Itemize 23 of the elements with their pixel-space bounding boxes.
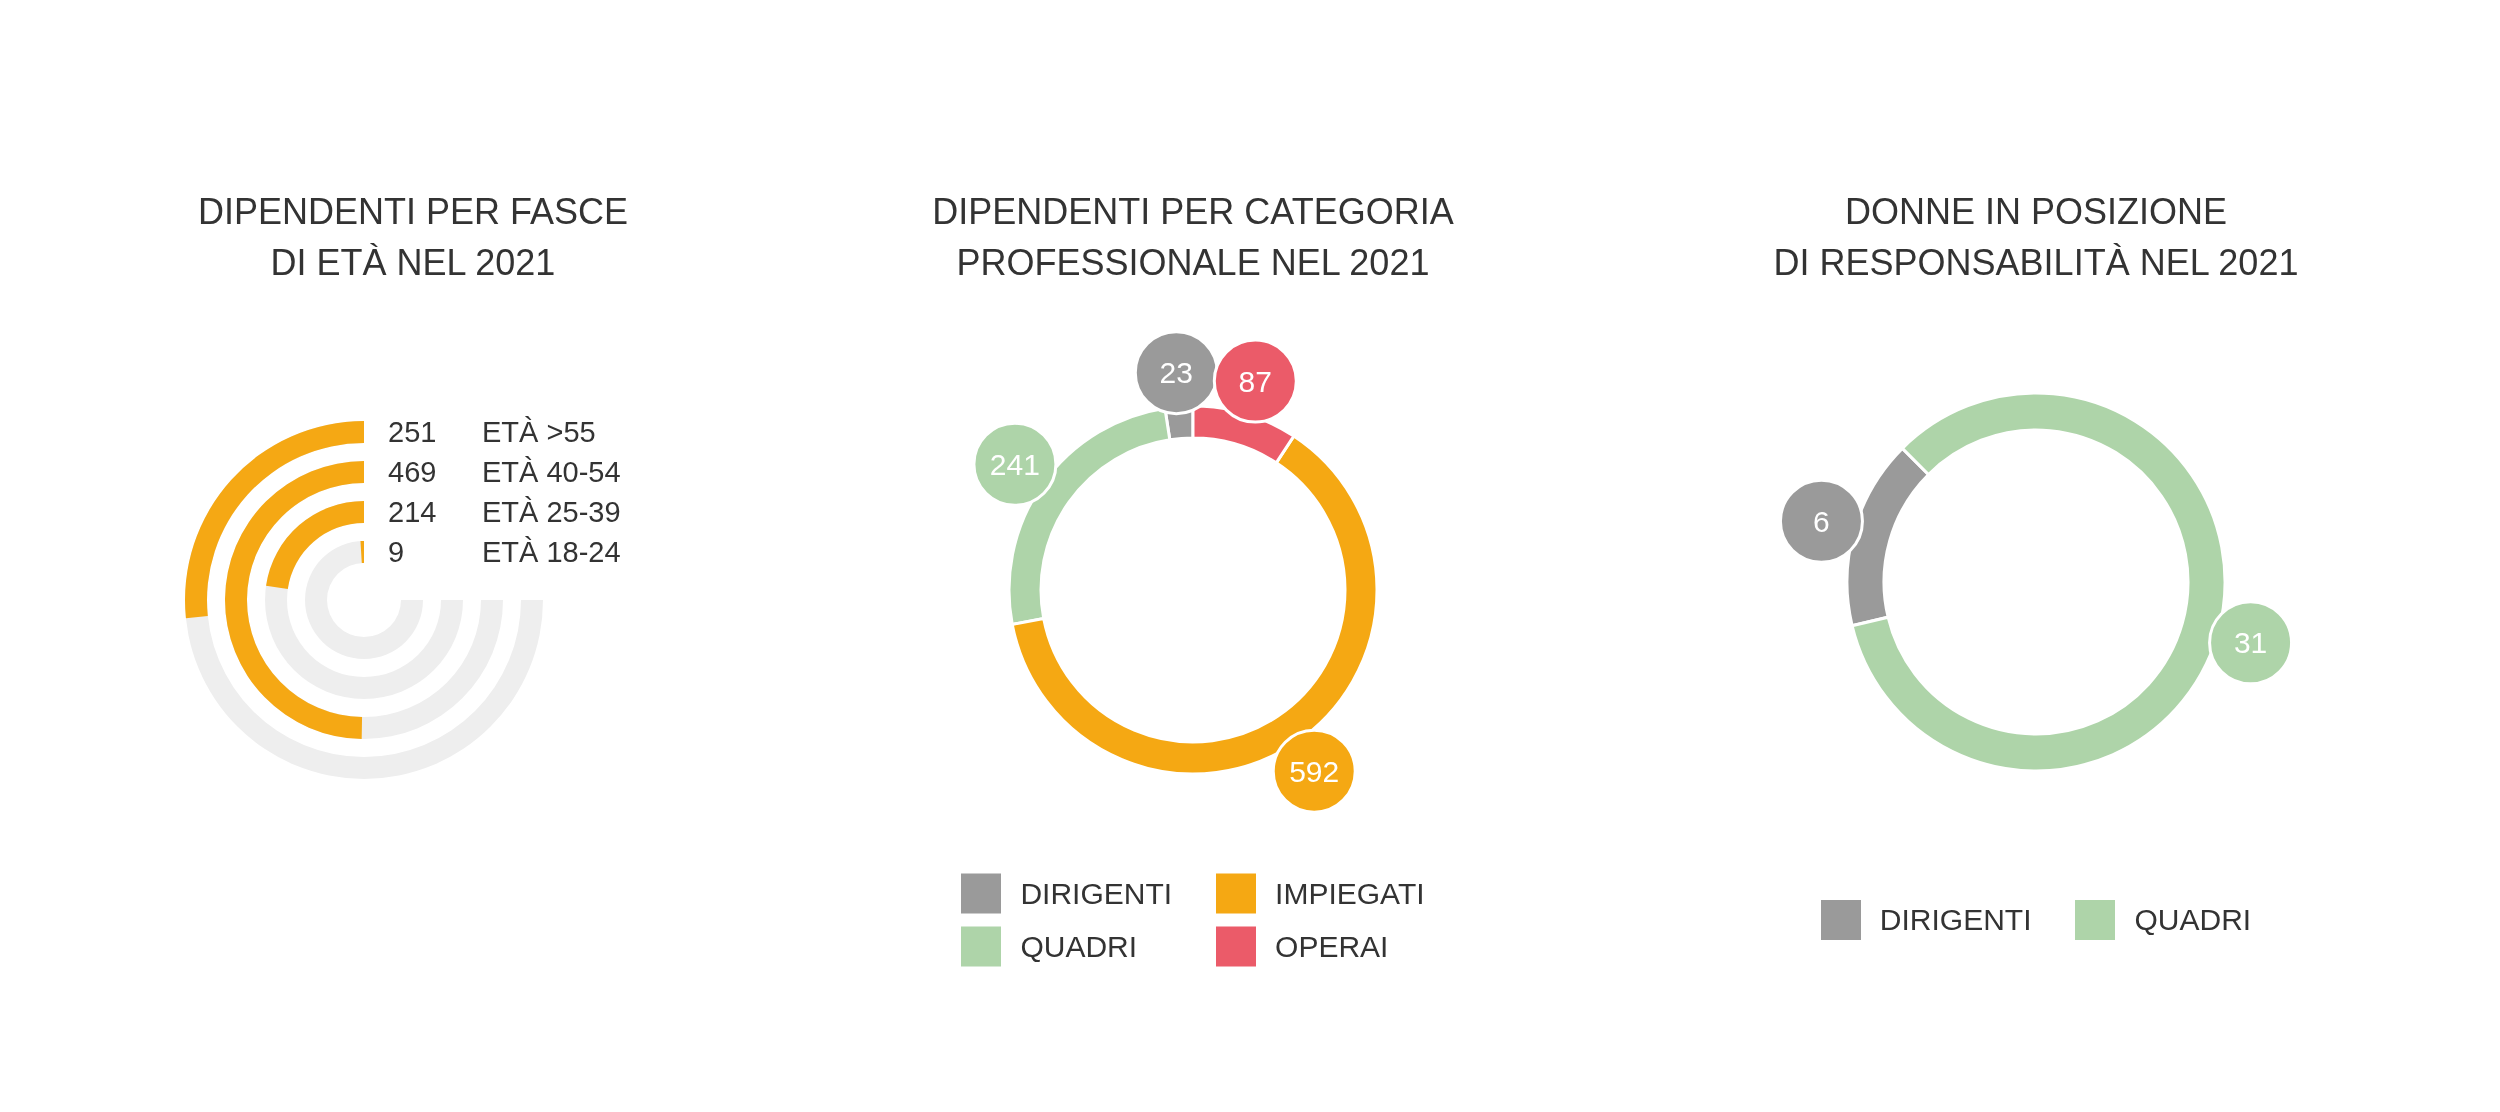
data-label: 469: [388, 455, 437, 488]
data-label: 23: [1159, 356, 1193, 390]
category-label: ETÀ 25-39: [482, 495, 621, 528]
legend-label: DIRIGENTI: [1020, 876, 1173, 910]
legend-label: DIRIGENTI: [1879, 903, 2032, 936]
data-label: 31: [2233, 626, 2268, 660]
text: DIPENDENTI PER FASCE DI ETÀ NEL 2021: [196, 190, 630, 285]
data-label: 87: [1238, 364, 1272, 398]
data-label: 214: [388, 495, 437, 528]
chart-title: DIPENDENTI PER CATEGORIA PROFESSIONALE NEL 2021: [931, 190, 1455, 285]
category-label: ETÀ >55: [482, 415, 596, 448]
legend-label: QUADRI: [2134, 903, 2252, 936]
legend-label: OPERAI: [1275, 929, 1389, 963]
data-label: 241: [989, 447, 1040, 481]
legend-label: IMPIEGATI: [1275, 876, 1425, 910]
category-label: ETÀ 40-54: [482, 455, 621, 488]
legend-label: QUADRI: [1020, 929, 1138, 963]
data-label: 9: [388, 535, 405, 568]
chart-title: DONNE IN POSIZIONE DI RESPONSABILITÀ NEL 2021: [1772, 190, 2300, 285]
data-label: 592: [1289, 754, 1340, 788]
data-label: 251: [388, 415, 437, 448]
data-label: 6: [1813, 504, 1830, 538]
category-label: ETÀ 18-24: [482, 535, 621, 568]
